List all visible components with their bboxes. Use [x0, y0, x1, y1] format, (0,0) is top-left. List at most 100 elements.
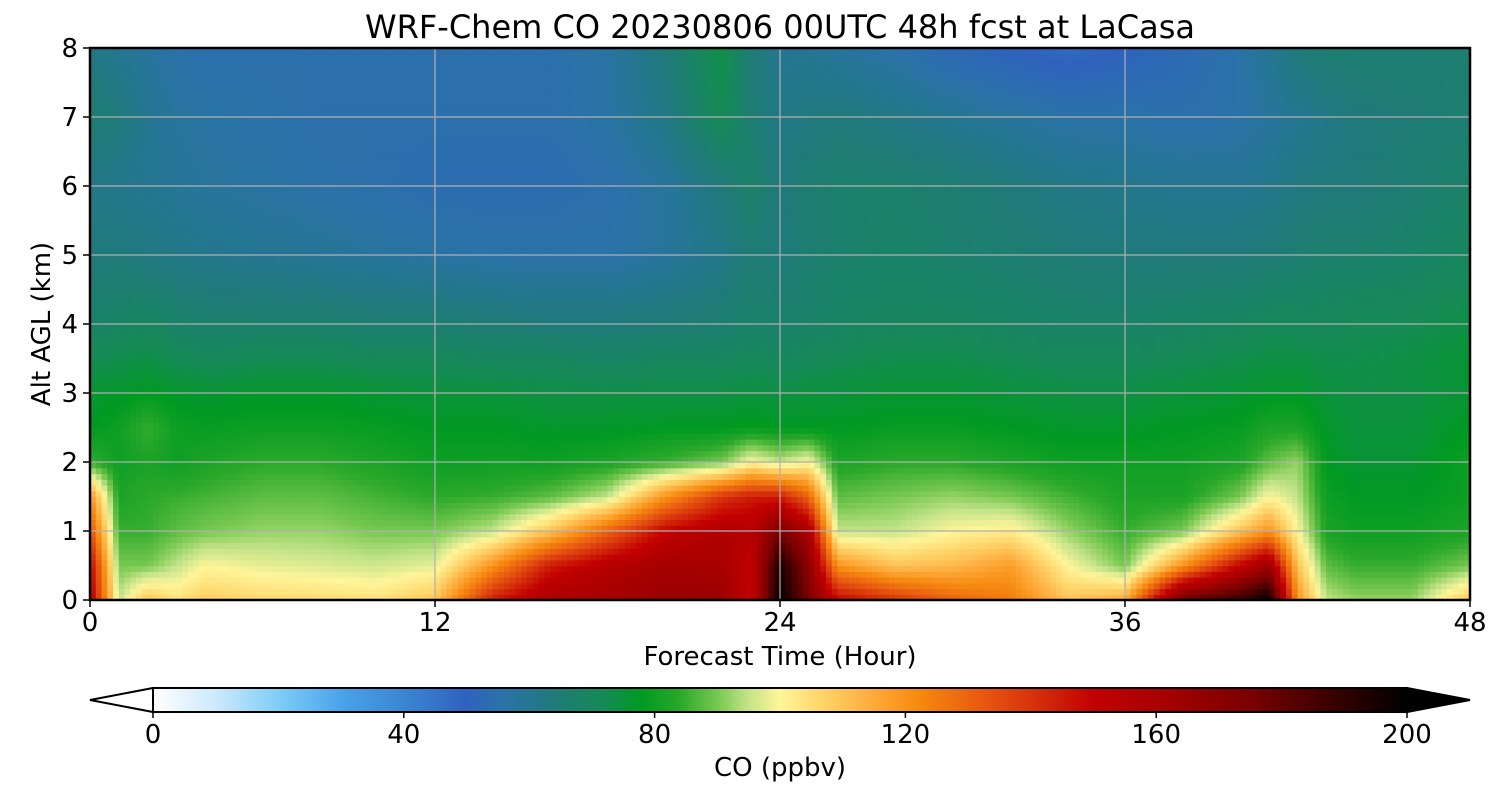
- heatmap-cell: [285, 565, 292, 572]
- heatmap-cell: [239, 525, 246, 532]
- heatmap-cell: [1130, 508, 1138, 515]
- heatmap-cell: [1199, 485, 1207, 492]
- heatmap-cell: [969, 513, 977, 521]
- heatmap-cell: [1372, 513, 1379, 521]
- heatmap-cell: [774, 554, 781, 561]
- heatmap-cell: [877, 588, 885, 595]
- heatmap-cell: [308, 490, 315, 498]
- heatmap-cell: [205, 588, 212, 595]
- heatmap-cell: [900, 565, 908, 572]
- heatmap-cell: [1188, 496, 1195, 503]
- heatmap-cell: [642, 542, 649, 549]
- heatmap-cell: [1401, 485, 1408, 492]
- heatmap-cell: [446, 554, 453, 561]
- heatmap-cell: [1268, 542, 1276, 549]
- heatmap-cell: [1171, 502, 1178, 509]
- heatmap-cell: [998, 490, 1005, 498]
- heatmap-cell: [906, 565, 913, 572]
- heatmap-cell: [302, 519, 310, 526]
- heatmap-cell: [1044, 542, 1051, 549]
- heatmap-cell: [412, 513, 419, 521]
- heatmap-cell: [291, 508, 298, 515]
- heatmap-cell: [1061, 571, 1069, 578]
- heatmap-cell: [504, 554, 511, 561]
- heatmap-cell: [394, 559, 402, 567]
- heatmap-cell: [1251, 536, 1258, 544]
- heatmap-cell: [665, 479, 672, 486]
- heatmap-cell: [481, 554, 488, 561]
- heatmap-cell: [785, 525, 793, 532]
- heatmap-cell: [205, 479, 212, 486]
- heatmap-cell: [1291, 582, 1299, 590]
- heatmap-cell: [1102, 531, 1109, 538]
- heatmap-cell: [889, 577, 896, 584]
- heatmap-cell: [935, 577, 942, 584]
- heatmap-cell: [297, 496, 304, 503]
- heatmap-cell: [1429, 582, 1437, 590]
- heatmap-cell: [1337, 513, 1345, 521]
- heatmap-cell: [314, 542, 321, 549]
- heatmap-cell: [1084, 490, 1092, 498]
- heatmap-cell: [941, 536, 948, 544]
- heatmap-cell: [1021, 502, 1028, 509]
- heatmap-cell: [394, 496, 402, 503]
- heatmap-cell: [688, 588, 695, 595]
- heatmap-cell: [826, 571, 833, 578]
- heatmap-cell: [826, 502, 833, 509]
- heatmap-cell: [1320, 519, 1327, 526]
- heatmap-cell: [1424, 531, 1431, 538]
- heatmap-cell: [1337, 582, 1345, 590]
- heatmap-cell: [1061, 548, 1069, 555]
- heatmap-cell: [1452, 485, 1460, 492]
- heatmap-cell: [1291, 577, 1299, 584]
- heatmap-cell: [274, 548, 281, 555]
- heatmap-cell: [136, 479, 143, 486]
- heatmap-cell: [693, 588, 701, 595]
- heatmap-cell: [1205, 577, 1212, 584]
- heatmap-cell: [1274, 502, 1281, 509]
- heatmap-cell: [285, 559, 292, 567]
- heatmap-cell: [912, 479, 919, 486]
- heatmap-cell: [1263, 513, 1270, 521]
- heatmap-cell: [113, 513, 120, 521]
- heatmap-cell: [1038, 559, 1046, 567]
- heatmap-cell: [1079, 582, 1086, 590]
- heatmap-cell: [377, 577, 384, 584]
- heatmap-cell: [705, 525, 712, 532]
- heatmap-cell: [1297, 508, 1304, 515]
- heatmap-cell: [130, 536, 137, 544]
- heatmap-cell: [1360, 519, 1368, 526]
- heatmap-cell: [607, 513, 614, 521]
- heatmap-cell: [1372, 519, 1379, 526]
- heatmap-cell: [251, 485, 258, 492]
- heatmap-cell: [1027, 519, 1034, 526]
- heatmap-cell: [1326, 577, 1333, 584]
- heatmap-cell: [1297, 525, 1304, 532]
- heatmap-cell: [1320, 542, 1327, 549]
- heatmap-cell: [348, 531, 356, 538]
- heatmap-cell: [659, 594, 666, 600]
- heatmap-cell: [831, 594, 839, 600]
- heatmap-cell: [360, 559, 367, 567]
- heatmap-cell: [567, 496, 574, 503]
- heatmap-cell: [578, 490, 586, 498]
- heatmap-cell: [716, 548, 724, 555]
- heatmap-cell: [463, 519, 471, 526]
- heatmap-cell: [1084, 536, 1092, 544]
- heatmap-cell: [670, 531, 678, 538]
- heatmap-cell: [981, 588, 988, 595]
- heatmap-cell: [509, 536, 517, 544]
- heatmap-cell: [1314, 531, 1322, 538]
- heatmap-cell: [1383, 542, 1391, 549]
- heatmap-cell: [1234, 496, 1241, 503]
- heatmap-cell: [383, 485, 390, 492]
- heatmap-cell: [992, 519, 1000, 526]
- heatmap-cell: [1395, 565, 1402, 572]
- heatmap-cell: [187, 594, 195, 600]
- heatmap-cell: [1452, 559, 1460, 567]
- heatmap-cell: [383, 577, 390, 584]
- heatmap-cell: [946, 565, 954, 572]
- heatmap-cell: [1222, 502, 1230, 509]
- heatmap-cell: [1274, 531, 1281, 538]
- heatmap-cell: [860, 559, 867, 567]
